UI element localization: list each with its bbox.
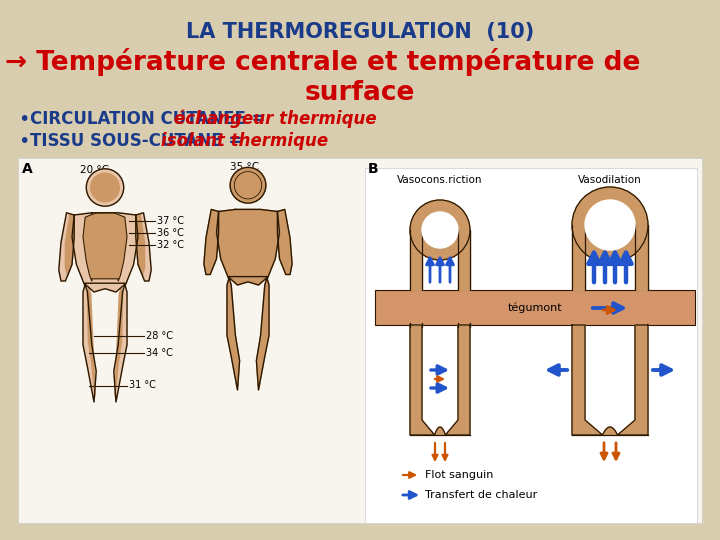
Text: isolant thermique: isolant thermique (161, 132, 328, 150)
Circle shape (91, 173, 120, 202)
Polygon shape (59, 213, 74, 281)
Text: CIRCULATION CUTANEE =: CIRCULATION CUTANEE = (30, 110, 271, 128)
Polygon shape (229, 276, 267, 285)
Circle shape (572, 187, 648, 263)
Text: échangeur thermique: échangeur thermique (174, 110, 377, 129)
Polygon shape (618, 325, 648, 435)
Polygon shape (635, 225, 648, 290)
Polygon shape (227, 278, 240, 390)
Text: Vasodilation: Vasodilation (578, 175, 642, 185)
Polygon shape (572, 325, 603, 435)
Circle shape (585, 200, 635, 250)
Text: 35 °C: 35 °C (230, 162, 260, 172)
Text: tégumont: tégumont (508, 302, 562, 313)
Circle shape (230, 167, 266, 203)
Polygon shape (85, 283, 125, 292)
Text: •: • (18, 132, 30, 151)
Polygon shape (446, 325, 470, 435)
Text: 37 °C: 37 °C (157, 215, 184, 226)
FancyBboxPatch shape (375, 290, 695, 325)
Polygon shape (410, 427, 470, 435)
Text: 31 °C: 31 °C (129, 381, 156, 390)
Polygon shape (204, 210, 219, 274)
FancyBboxPatch shape (18, 158, 702, 523)
Text: 28 °C: 28 °C (145, 331, 173, 341)
Polygon shape (277, 210, 292, 274)
Polygon shape (83, 213, 127, 281)
Polygon shape (458, 230, 470, 290)
Polygon shape (114, 284, 127, 402)
Polygon shape (572, 225, 585, 290)
Polygon shape (572, 427, 648, 435)
Circle shape (234, 172, 261, 199)
Text: 20 °C: 20 °C (81, 165, 109, 175)
Text: •: • (18, 110, 30, 129)
Circle shape (422, 212, 458, 248)
FancyBboxPatch shape (365, 168, 697, 523)
Text: Transfert de chaleur: Transfert de chaleur (425, 490, 537, 500)
Polygon shape (72, 213, 138, 287)
Text: Vasocons.riction: Vasocons.riction (397, 175, 482, 185)
Text: TISSU SOUS-CUTANE =: TISSU SOUS-CUTANE = (30, 132, 248, 150)
Polygon shape (136, 213, 151, 281)
Polygon shape (410, 230, 422, 290)
Polygon shape (83, 284, 96, 402)
Polygon shape (217, 210, 279, 280)
Text: A: A (22, 162, 32, 176)
Text: LA THERMOREGULATION  (10): LA THERMOREGULATION (10) (186, 22, 534, 42)
Circle shape (410, 200, 470, 260)
Polygon shape (256, 278, 269, 390)
Polygon shape (87, 287, 95, 396)
Text: 36 °C: 36 °C (157, 227, 184, 238)
Text: surface: surface (305, 80, 415, 106)
Text: 32 °C: 32 °C (157, 240, 184, 249)
Polygon shape (410, 325, 435, 435)
Text: Flot sanguin: Flot sanguin (425, 470, 493, 480)
Polygon shape (115, 287, 122, 396)
Text: → Température centrale et température de: → Température centrale et température de (5, 48, 640, 76)
Text: 34 °C: 34 °C (145, 348, 173, 357)
Circle shape (86, 169, 124, 206)
Text: B: B (368, 162, 379, 176)
Polygon shape (66, 215, 74, 275)
Polygon shape (136, 215, 145, 275)
